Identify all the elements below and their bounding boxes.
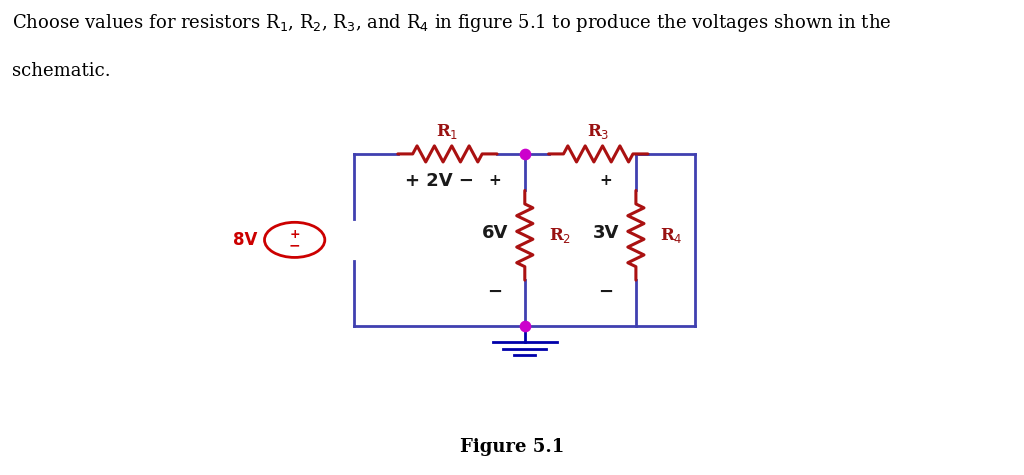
- Text: +: +: [488, 173, 501, 188]
- Text: 6V: 6V: [481, 225, 508, 242]
- Point: [516, 322, 532, 330]
- Text: R$_4$: R$_4$: [659, 226, 682, 245]
- Text: −: −: [289, 239, 300, 253]
- Text: +: +: [599, 173, 612, 188]
- Text: −: −: [487, 283, 502, 301]
- Point: [516, 150, 532, 158]
- Text: R$_2$: R$_2$: [549, 226, 570, 245]
- Text: Figure 5.1: Figure 5.1: [460, 438, 564, 456]
- Text: 8V: 8V: [233, 231, 258, 249]
- Text: + 2V −: + 2V −: [404, 172, 474, 190]
- Text: R$_3$: R$_3$: [587, 122, 609, 141]
- Text: −: −: [598, 283, 613, 301]
- Text: schematic.: schematic.: [12, 62, 111, 80]
- Text: Choose values for resistors R$_1$, R$_2$, R$_3$, and R$_4$ in figure 5.1 to prod: Choose values for resistors R$_1$, R$_2$…: [12, 12, 892, 34]
- Text: R$_1$: R$_1$: [436, 122, 459, 141]
- Text: +: +: [290, 228, 300, 241]
- Text: 3V: 3V: [593, 225, 618, 242]
